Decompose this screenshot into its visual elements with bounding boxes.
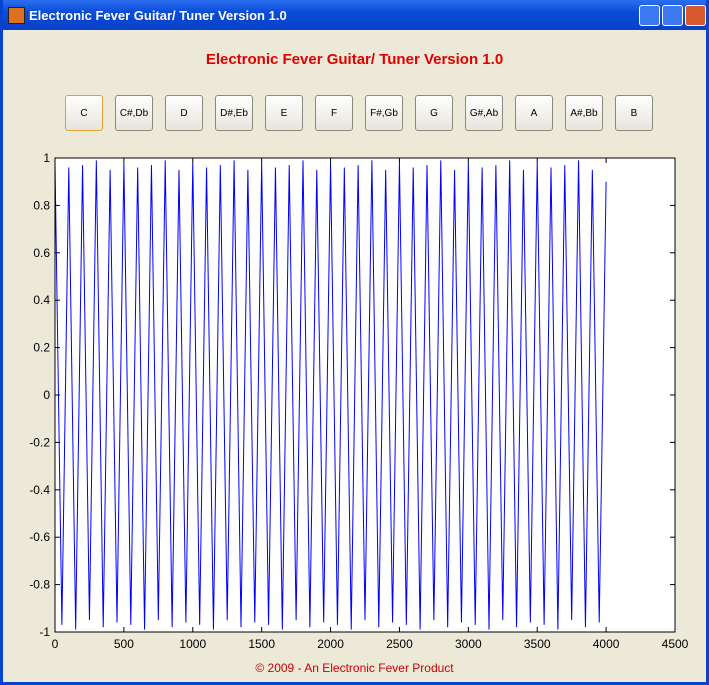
x-tick-label: 0 [52, 637, 59, 651]
minimize-button[interactable] [639, 5, 660, 26]
y-tick-label: 0.8 [33, 198, 50, 212]
note-button[interactable]: G#,Ab [465, 95, 503, 131]
y-tick-label: 0.6 [33, 246, 50, 260]
note-button[interactable]: D#,Eb [215, 95, 253, 131]
title-bar: Electronic Fever Guitar/ Tuner Version 1… [3, 0, 706, 30]
note-button[interactable]: A#,Bb [565, 95, 603, 131]
heading: Electronic Fever Guitar/ Tuner Version 1… [205, 51, 504, 68]
note-button[interactable]: F#,Gb [365, 95, 403, 131]
plot-frame [54, 157, 676, 633]
y-tick-label: -0.4 [29, 483, 50, 497]
y-tick-label: -1 [39, 625, 50, 639]
note-button[interactable]: E [265, 95, 303, 131]
x-tick-label: 4000 [593, 637, 620, 651]
chart: 0 500 1000 1500 2000 2500 3000 3500 4000 4500 -1 -0… [29, 151, 689, 651]
maximize-button[interactable] [662, 5, 683, 26]
y-tick-label: 0 [43, 388, 50, 402]
x-tick-label: 3500 [524, 637, 551, 651]
y-tick-label: 0.4 [33, 293, 50, 307]
window-title: Electronic Fever Guitar/ Tuner Version 1… [29, 8, 287, 23]
y-tick-label: 0.2 [33, 341, 50, 355]
y-tick-label: -0.8 [29, 578, 50, 592]
x-tick-label: 1000 [179, 637, 206, 651]
x-tick-label: 500 [114, 637, 134, 651]
note-button[interactable]: G [415, 95, 453, 131]
note-button[interactable]: F [315, 95, 353, 131]
x-tick-label: 2500 [386, 637, 413, 651]
note-button[interactable]: A [515, 95, 553, 131]
note-button[interactable]: C#,Db [115, 95, 153, 131]
footer: © 2009 - An Electronic Fever Product [255, 661, 454, 675]
plot-area [54, 157, 676, 633]
y-tick-label: -0.2 [29, 435, 50, 449]
x-tick-label: 4500 [662, 637, 689, 651]
x-tick-label: 3000 [455, 637, 482, 651]
y-tick-label: 1 [43, 151, 50, 165]
x-tick-label: 1500 [248, 637, 275, 651]
note-button[interactable]: B [615, 95, 653, 131]
note-button[interactable]: C [65, 95, 103, 131]
app-icon [8, 7, 25, 24]
close-button[interactable] [685, 5, 706, 26]
note-button[interactable]: D [165, 95, 203, 131]
x-tick-label: 2000 [317, 637, 344, 651]
y-tick-label: -0.6 [29, 530, 50, 544]
